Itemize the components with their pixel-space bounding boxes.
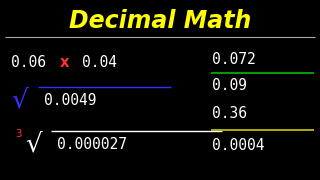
- Text: 0.0049: 0.0049: [44, 93, 97, 108]
- Text: 0.36: 0.36: [212, 106, 247, 122]
- Text: 0.04: 0.04: [82, 55, 117, 70]
- Text: 0.0004: 0.0004: [212, 138, 265, 153]
- Text: √: √: [11, 88, 28, 114]
- Text: 0.000027: 0.000027: [57, 137, 127, 152]
- Text: 0.072: 0.072: [212, 52, 256, 67]
- Text: 0.09: 0.09: [212, 78, 247, 93]
- Text: 3: 3: [16, 129, 22, 139]
- Text: Decimal Math: Decimal Math: [69, 9, 251, 33]
- Text: 0.06: 0.06: [11, 55, 46, 70]
- Text: √: √: [25, 131, 42, 157]
- Text: x: x: [60, 55, 69, 70]
